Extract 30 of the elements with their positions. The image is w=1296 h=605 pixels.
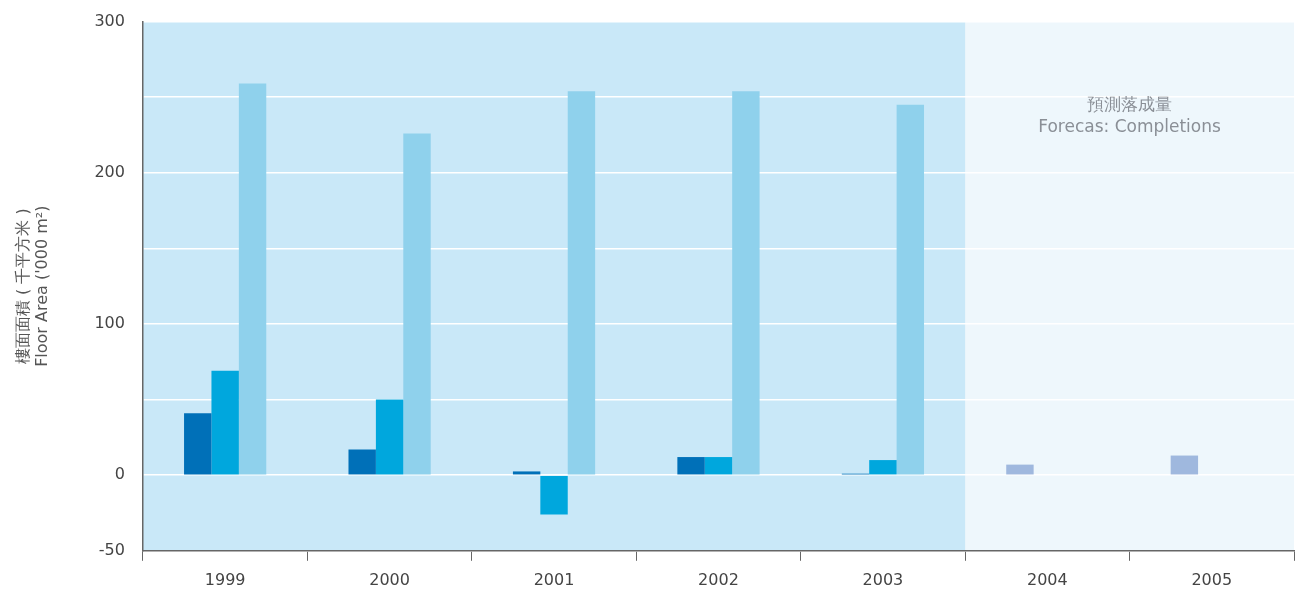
bar (512, 471, 541, 475)
bar (184, 413, 212, 475)
bar (348, 449, 376, 475)
x-tick-label: 2000 (369, 569, 410, 589)
y-tick-label: 0 (114, 464, 125, 484)
x-tick-label: 2003 (862, 569, 904, 589)
y-tick-label: 100 (94, 313, 125, 333)
bar (211, 370, 239, 475)
bar (704, 457, 733, 475)
bar (896, 104, 925, 475)
y-tick-label: -50 (98, 539, 125, 559)
annotation: 預測落成量 Forecas: Completions (1038, 93, 1222, 136)
x-tick-label: 2002 (698, 569, 739, 589)
x-tick-label: 2004 (1026, 569, 1068, 589)
bar (238, 83, 267, 475)
bar (1006, 464, 1034, 475)
x-tick-label: 2005 (1191, 569, 1233, 589)
bar (1170, 455, 1199, 475)
y-tick-label: 300 (94, 10, 125, 30)
bar (567, 91, 596, 475)
x-tick-label: 2001 (533, 569, 575, 589)
bar (732, 91, 760, 475)
y-axis-title: 樓面面積 ( 千平方米 ) Floor Area ('000 m²) (12, 205, 51, 367)
y-tick-label: 200 (94, 161, 125, 181)
bar (540, 475, 568, 515)
bar (403, 133, 431, 475)
bar (375, 399, 404, 475)
x-tick-label: 1999 (204, 569, 246, 589)
bar (869, 460, 897, 475)
bar (677, 457, 705, 475)
